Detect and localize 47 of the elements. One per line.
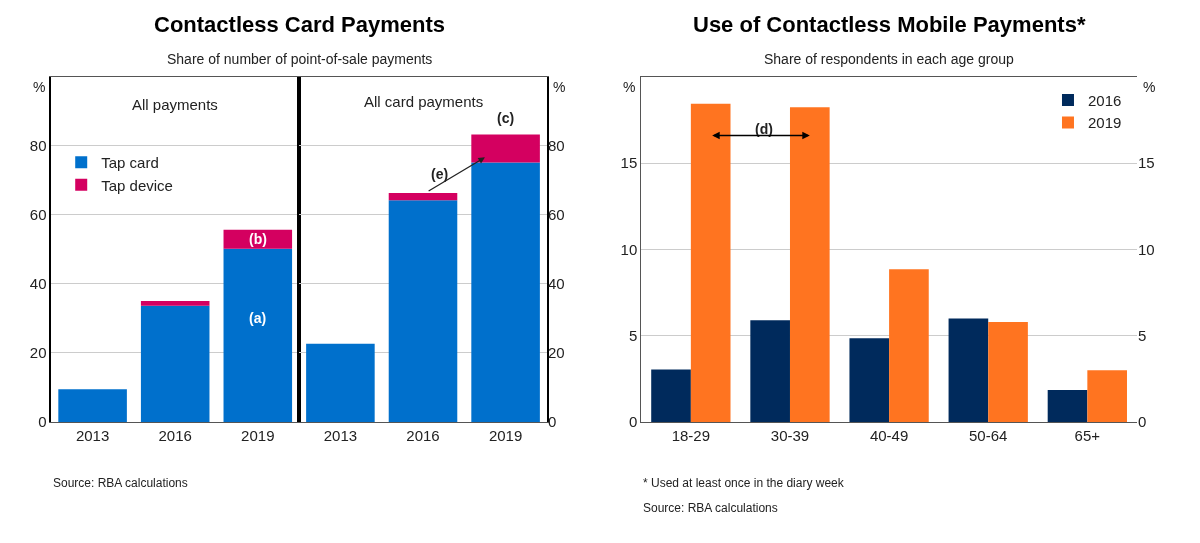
y-axis-title: % [33, 79, 46, 95]
annotation: (e) [431, 166, 449, 182]
legend-label: 2016 [1087, 91, 1122, 109]
x-tick-label: 2016 [406, 427, 440, 444]
chart-title: Contactless Card Payments [154, 12, 445, 37]
x-tick-label: 2019 [488, 427, 523, 444]
y-tick-label: 10 [620, 240, 638, 258]
y-tick-label: 15 [620, 154, 638, 172]
y-axis-title: % [623, 79, 636, 95]
y2-axis-title: % [553, 79, 566, 95]
annotation: All card payments [364, 93, 484, 110]
x-tick-label: 2019 [241, 427, 275, 444]
x-tick-label: 2013 [75, 427, 110, 444]
chart-subtitle: Share of number of point-of-sale payments [167, 51, 433, 67]
legend-label: Tap device [101, 176, 173, 194]
x-tick-label: 2016 [158, 427, 192, 444]
y2-tick-label: 0 [547, 413, 557, 431]
legend-label: Tap card [101, 154, 159, 172]
annotation: (d) [755, 121, 773, 137]
y-tick-label: 60 [29, 206, 47, 224]
annotation: (a) [249, 310, 267, 326]
text: * Used at least once in the diary week [643, 476, 845, 490]
y2-tick-label: 10 [1137, 240, 1155, 258]
chart-subtitle: Share of respondents in each age group [764, 51, 1015, 67]
y-tick-label: 40 [29, 275, 47, 293]
annotation: (c) [497, 110, 515, 126]
y-tick-label: 5 [628, 326, 638, 344]
y-tick-label: 0 [628, 413, 638, 431]
chart-title: Use of Contactless Mobile Payments* [693, 12, 1086, 37]
x-tick-label: 40-49 [869, 427, 909, 444]
y2-tick-label: 5 [1137, 326, 1147, 344]
source-note: Source: RBA calculations [643, 501, 778, 515]
y-tick-label: 80 [29, 137, 47, 155]
x-tick-label: 30-39 [770, 427, 810, 444]
y-tick-label: 20 [29, 344, 47, 362]
y-tick-label: 0 [38, 413, 47, 431]
y2-tick-label: 15 [1137, 154, 1155, 172]
annotation: (b) [249, 231, 267, 247]
x-tick-label: 65+ [1074, 427, 1101, 444]
y2-axis-title: % [1143, 79, 1156, 95]
x-tick-label: 50-64 [969, 427, 1008, 444]
y2-tick-label: 0 [1137, 413, 1147, 431]
x-tick-label: 18-29 [671, 427, 711, 444]
source-note: Source: RBA calculations [53, 476, 188, 490]
x-tick-label: 2013 [323, 427, 358, 444]
annotation: All payments [132, 96, 218, 113]
legend-label: 2019 [1087, 114, 1122, 132]
